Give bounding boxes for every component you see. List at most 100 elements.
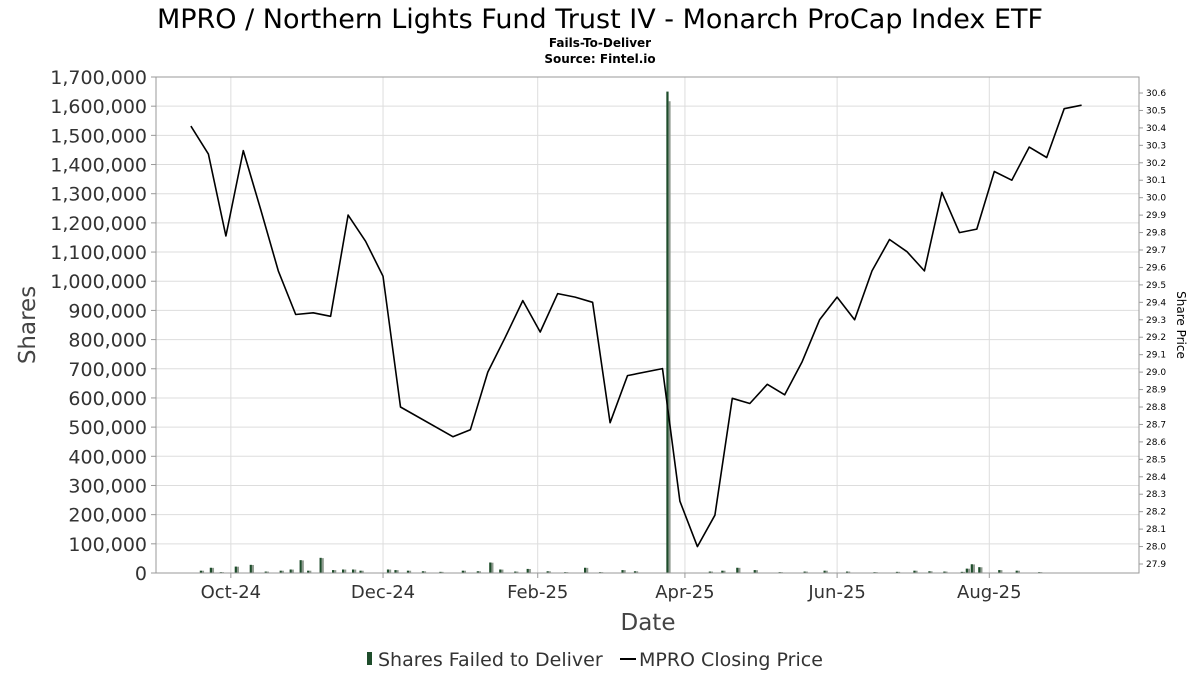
fails-bar bbox=[351, 569, 355, 573]
fails-bar-shadow bbox=[848, 571, 851, 573]
fails-bar bbox=[264, 571, 267, 573]
fails-bar-shadow bbox=[962, 571, 966, 573]
y2-tick-label: 30.4 bbox=[1146, 124, 1166, 134]
fails-bar bbox=[1015, 570, 1018, 573]
fails-bar-shadow bbox=[528, 568, 531, 573]
x-tick-label: Apr-25 bbox=[655, 582, 714, 603]
fails-bar bbox=[359, 570, 362, 573]
legend-label-fails: Shares Failed to Deliver bbox=[378, 649, 603, 671]
fails-bar-shadow bbox=[301, 560, 304, 573]
left-axis-ticks: 0 100,000 200,000 300,000 400,000 500,000 600,… bbox=[50, 67, 156, 585]
fails-bar-shadow bbox=[441, 571, 444, 573]
fails-bar-shadow bbox=[710, 571, 714, 573]
fails-bar-shadow bbox=[491, 562, 494, 573]
x-tick-label: Aug-25 bbox=[957, 582, 1022, 603]
fails-bar-shadow bbox=[463, 570, 467, 573]
fails-bar-shadow bbox=[291, 569, 294, 573]
fails-bar bbox=[499, 569, 502, 573]
y2-tick-label: 30.2 bbox=[1146, 159, 1166, 169]
y2-tick-label: 28.4 bbox=[1146, 473, 1166, 483]
fails-bar bbox=[721, 570, 724, 573]
plot-area-border bbox=[155, 76, 1140, 574]
fails-bar bbox=[965, 568, 968, 573]
y-tick-label: 0 bbox=[135, 563, 147, 585]
fails-bar bbox=[421, 571, 425, 573]
fails-bar-shadow bbox=[945, 571, 948, 573]
chart-source: Source: Fintel.io bbox=[544, 52, 655, 66]
y-tick-label: 100,000 bbox=[68, 534, 147, 556]
fails-bars bbox=[199, 91, 1043, 574]
fails-bar-shadow bbox=[668, 101, 671, 574]
y2-tick-label: 28.0 bbox=[1146, 543, 1166, 553]
y-tick-label: 1,400,000 bbox=[50, 155, 147, 177]
chart-subtitle: Fails-To-Deliver bbox=[549, 36, 651, 50]
fails-bar-shadow bbox=[266, 571, 269, 573]
fails-bar-shadow bbox=[321, 558, 324, 573]
y2-tick-label: 30.6 bbox=[1146, 89, 1166, 99]
fails-bar bbox=[307, 570, 310, 573]
fails-bar bbox=[461, 570, 464, 573]
fails-bar-shadow bbox=[409, 570, 412, 573]
fails-bar-shadow bbox=[516, 571, 519, 573]
y2-tick-label: 28.6 bbox=[1146, 438, 1166, 448]
y-tick-label: 1,000,000 bbox=[50, 271, 147, 293]
fails-bar-shadow bbox=[805, 571, 808, 573]
fails-bar-shadow bbox=[898, 571, 901, 573]
y2-tick-label: 29.9 bbox=[1146, 211, 1166, 221]
legend-swatch-fails bbox=[367, 652, 372, 665]
y-tick-label: 1,700,000 bbox=[50, 67, 147, 89]
y2-tick-label: 28.1 bbox=[1146, 525, 1166, 535]
y-tick-label: 200,000 bbox=[68, 505, 147, 527]
grid bbox=[156, 76, 1139, 574]
y2-tick-label: 28.8 bbox=[1146, 403, 1166, 413]
fails-bar-shadow bbox=[424, 571, 427, 573]
fails-bar-shadow bbox=[825, 570, 828, 573]
fails-bar bbox=[584, 567, 587, 573]
fails-bar bbox=[666, 91, 669, 574]
fails-bar bbox=[289, 569, 292, 573]
x-tick-label: Dec-24 bbox=[351, 582, 415, 603]
fails-bar bbox=[621, 570, 624, 573]
y2-tick-label: 30.3 bbox=[1146, 141, 1166, 151]
fails-bar bbox=[439, 571, 442, 573]
fails-bar-shadow bbox=[478, 571, 481, 573]
fails-bar-shadow bbox=[309, 570, 312, 573]
fails-bar bbox=[341, 569, 345, 573]
y-tick-label: 1,600,000 bbox=[50, 96, 147, 118]
y-tick-label: 900,000 bbox=[68, 300, 147, 322]
fails-bar bbox=[489, 562, 492, 573]
fails-bar bbox=[633, 571, 637, 573]
fails-bar bbox=[753, 570, 756, 573]
fails-bar-shadow bbox=[501, 569, 504, 573]
x-tick-label: Feb-25 bbox=[507, 582, 568, 603]
y2-tick-label: 29.1 bbox=[1146, 351, 1166, 361]
fails-bar bbox=[943, 571, 946, 573]
fails-bar-shadow bbox=[1017, 570, 1020, 573]
y2-tick-label: 28.5 bbox=[1146, 455, 1166, 465]
x-tick-label: Oct-24 bbox=[201, 582, 262, 603]
fails-bar-shadow bbox=[586, 567, 589, 573]
fails-bar-shadow bbox=[967, 568, 970, 573]
y2-tick-label: 29.0 bbox=[1146, 368, 1166, 378]
fails-bar bbox=[895, 571, 899, 573]
y-tick-label: 300,000 bbox=[68, 475, 147, 497]
fails-bar-shadow bbox=[755, 570, 758, 573]
fails-bar-shadow bbox=[1000, 570, 1003, 573]
fails-bar bbox=[546, 571, 549, 573]
fails-bar-shadow bbox=[972, 564, 975, 573]
y2-axis-label: Share Price bbox=[1174, 291, 1188, 359]
legend: Shares Failed to Deliver MPRO Closing Pr… bbox=[367, 649, 823, 671]
y-tick-label: 700,000 bbox=[68, 359, 147, 381]
y2-tick-label: 30.5 bbox=[1146, 106, 1166, 116]
y-tick-label: 500,000 bbox=[68, 417, 147, 439]
y2-tick-label: 29.3 bbox=[1146, 316, 1166, 326]
fails-bar bbox=[406, 570, 410, 573]
fails-bar bbox=[928, 571, 931, 573]
fails-bar-shadow bbox=[548, 571, 551, 573]
fails-bar bbox=[913, 570, 916, 573]
price-line-group bbox=[190, 104, 1082, 548]
fails-bar bbox=[394, 570, 397, 573]
y-tick-label: 600,000 bbox=[68, 388, 147, 410]
y2-tick-label: 29.7 bbox=[1146, 246, 1166, 256]
